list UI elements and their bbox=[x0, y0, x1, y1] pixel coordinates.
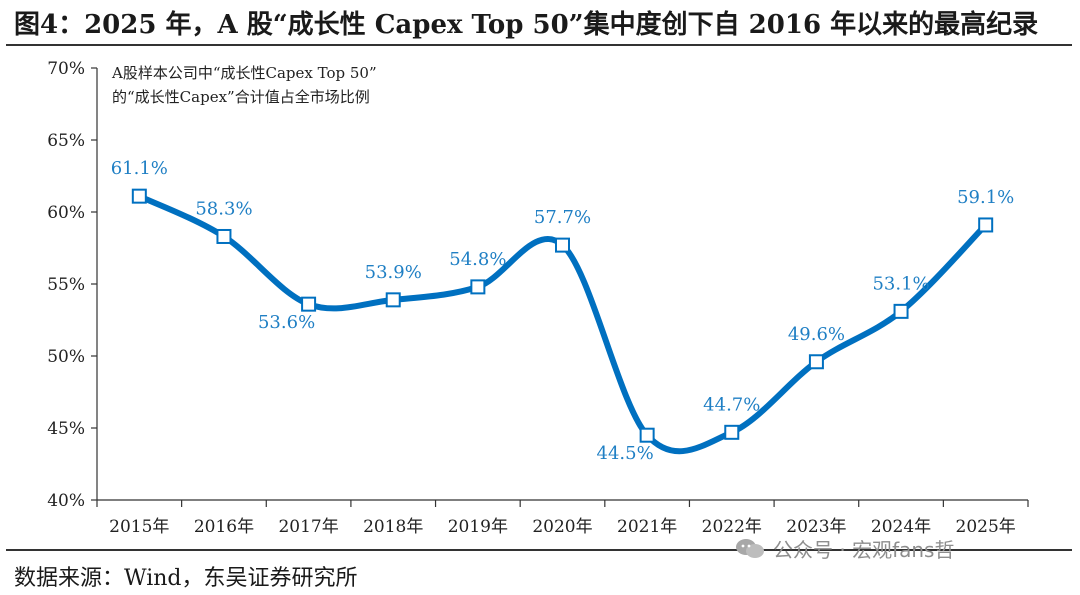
x-tick-label: 2016年 bbox=[194, 517, 254, 537]
x-tick-label: 2023年 bbox=[786, 517, 846, 537]
x-tick-label: 2021年 bbox=[617, 517, 677, 537]
data-point bbox=[131, 188, 147, 204]
source-note: 数据来源：Wind，东吴证券研究所 bbox=[14, 566, 358, 591]
data-label: 61.1% bbox=[111, 158, 168, 179]
data-point bbox=[639, 427, 655, 443]
data-label: 58.3% bbox=[195, 198, 252, 219]
x-tick-label: 2020年 bbox=[532, 517, 592, 537]
annotation-line-1: A股样本公司中“成长性Capex Top 50” bbox=[111, 64, 377, 82]
data-label: 44.7% bbox=[703, 394, 760, 415]
x-tick-label: 2017年 bbox=[278, 517, 338, 537]
y-ticks: 40% 45% 50% 55% 60% 65% 70% bbox=[47, 59, 97, 511]
data-label: 53.1% bbox=[872, 273, 929, 294]
x-tick-label: 2018年 bbox=[363, 517, 423, 537]
y-tick-label: 70% bbox=[47, 59, 85, 79]
x-tick-label: 2025年 bbox=[956, 517, 1016, 537]
data-point bbox=[385, 292, 401, 308]
y-tick-label: 40% bbox=[47, 491, 85, 511]
x-tick-label: 2022年 bbox=[702, 517, 762, 537]
chart-title: 图4：2025 年，A 股“成长性 Capex Top 50”集中度创下自 20… bbox=[14, 10, 1039, 40]
y-tick-label: 60% bbox=[47, 203, 85, 223]
top-rule bbox=[6, 44, 1072, 46]
data-label: 53.6% bbox=[258, 312, 315, 333]
data-point bbox=[893, 303, 909, 319]
data-label: 53.9% bbox=[365, 262, 422, 283]
data-point bbox=[978, 217, 994, 233]
data-point bbox=[808, 354, 824, 370]
line-chart: 40%45%50%55%60%65%70% 2015年 2016年 2017年 201… bbox=[47, 59, 1029, 537]
series-markers bbox=[131, 188, 994, 443]
data-label: 49.6% bbox=[788, 324, 845, 345]
data-point bbox=[555, 237, 570, 253]
data-label: 59.1% bbox=[957, 187, 1014, 208]
x-tick-label: 2024年 bbox=[871, 517, 931, 537]
data-labels: 61.1% 58.3% 53.6% 53.9% 54.8% 57.7% 44.5% 44.7%… bbox=[111, 158, 1015, 464]
data-label: 44.5% bbox=[597, 443, 654, 464]
y-tick-label: 65% bbox=[47, 131, 85, 151]
series-line bbox=[136, 193, 989, 455]
watermark-text: 公众号 · 宏观fans哲 bbox=[773, 538, 955, 562]
data-point bbox=[216, 228, 232, 244]
x-tick-label: 2019年 bbox=[448, 517, 508, 537]
bottom-rule bbox=[6, 549, 1072, 551]
wechat-icon bbox=[736, 538, 764, 558]
y-tick-label: 55% bbox=[47, 275, 85, 295]
y-tick-label: 45% bbox=[47, 419, 85, 439]
data-point bbox=[301, 296, 317, 312]
data-point bbox=[724, 424, 740, 440]
annotation-line-2: 的“成长性Capex”合计值占全市场比例 bbox=[112, 88, 370, 106]
x-ticks: 2015年 2016年 2017年 2018年 2019年 2020年 2021年 2022年… bbox=[96, 500, 1029, 537]
y-tick-label: 50% bbox=[47, 347, 85, 367]
data-label: 54.8% bbox=[449, 249, 506, 270]
x-tick-label: 2015年 bbox=[109, 517, 169, 537]
data-point bbox=[470, 279, 486, 295]
watermark: 公众号 · 宏观fans哲 bbox=[735, 534, 954, 563]
data-label: 57.7% bbox=[534, 207, 591, 228]
